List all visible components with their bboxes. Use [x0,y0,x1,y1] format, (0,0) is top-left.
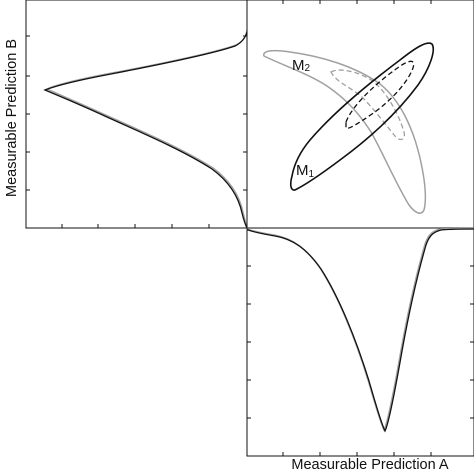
joint-panel: M2 M1 [246,0,474,229]
marginal-a-ticks [247,265,474,456]
marginal-panel-b [25,0,248,229]
marginal-b-curve-model-1 [43,31,248,229]
model-1-contour-inner [345,60,415,129]
model-2-label: M2 [292,57,311,74]
marginal-a-frame [246,227,474,457]
marginal-a-curve-model-2 [246,227,474,432]
y-axis-label: Measurable Prediction B [4,39,20,197]
model-2-contour-outer [263,49,427,214]
joint-frame [246,0,474,229]
marginal-panel-a [246,227,474,457]
joint-ticks [282,0,432,4]
model-2-contour-inner [330,69,406,141]
model-1-contour-outer [289,42,434,191]
marginal-b-frame [25,0,248,229]
marginal-a-curve-model-1 [246,228,474,433]
marginal-b-ticks [26,35,247,228]
marginal-b-curve-model-2 [45,29,248,229]
x-axis-label: Measurable Prediction A [291,457,448,473]
model-1-label: M1 [296,162,315,180]
